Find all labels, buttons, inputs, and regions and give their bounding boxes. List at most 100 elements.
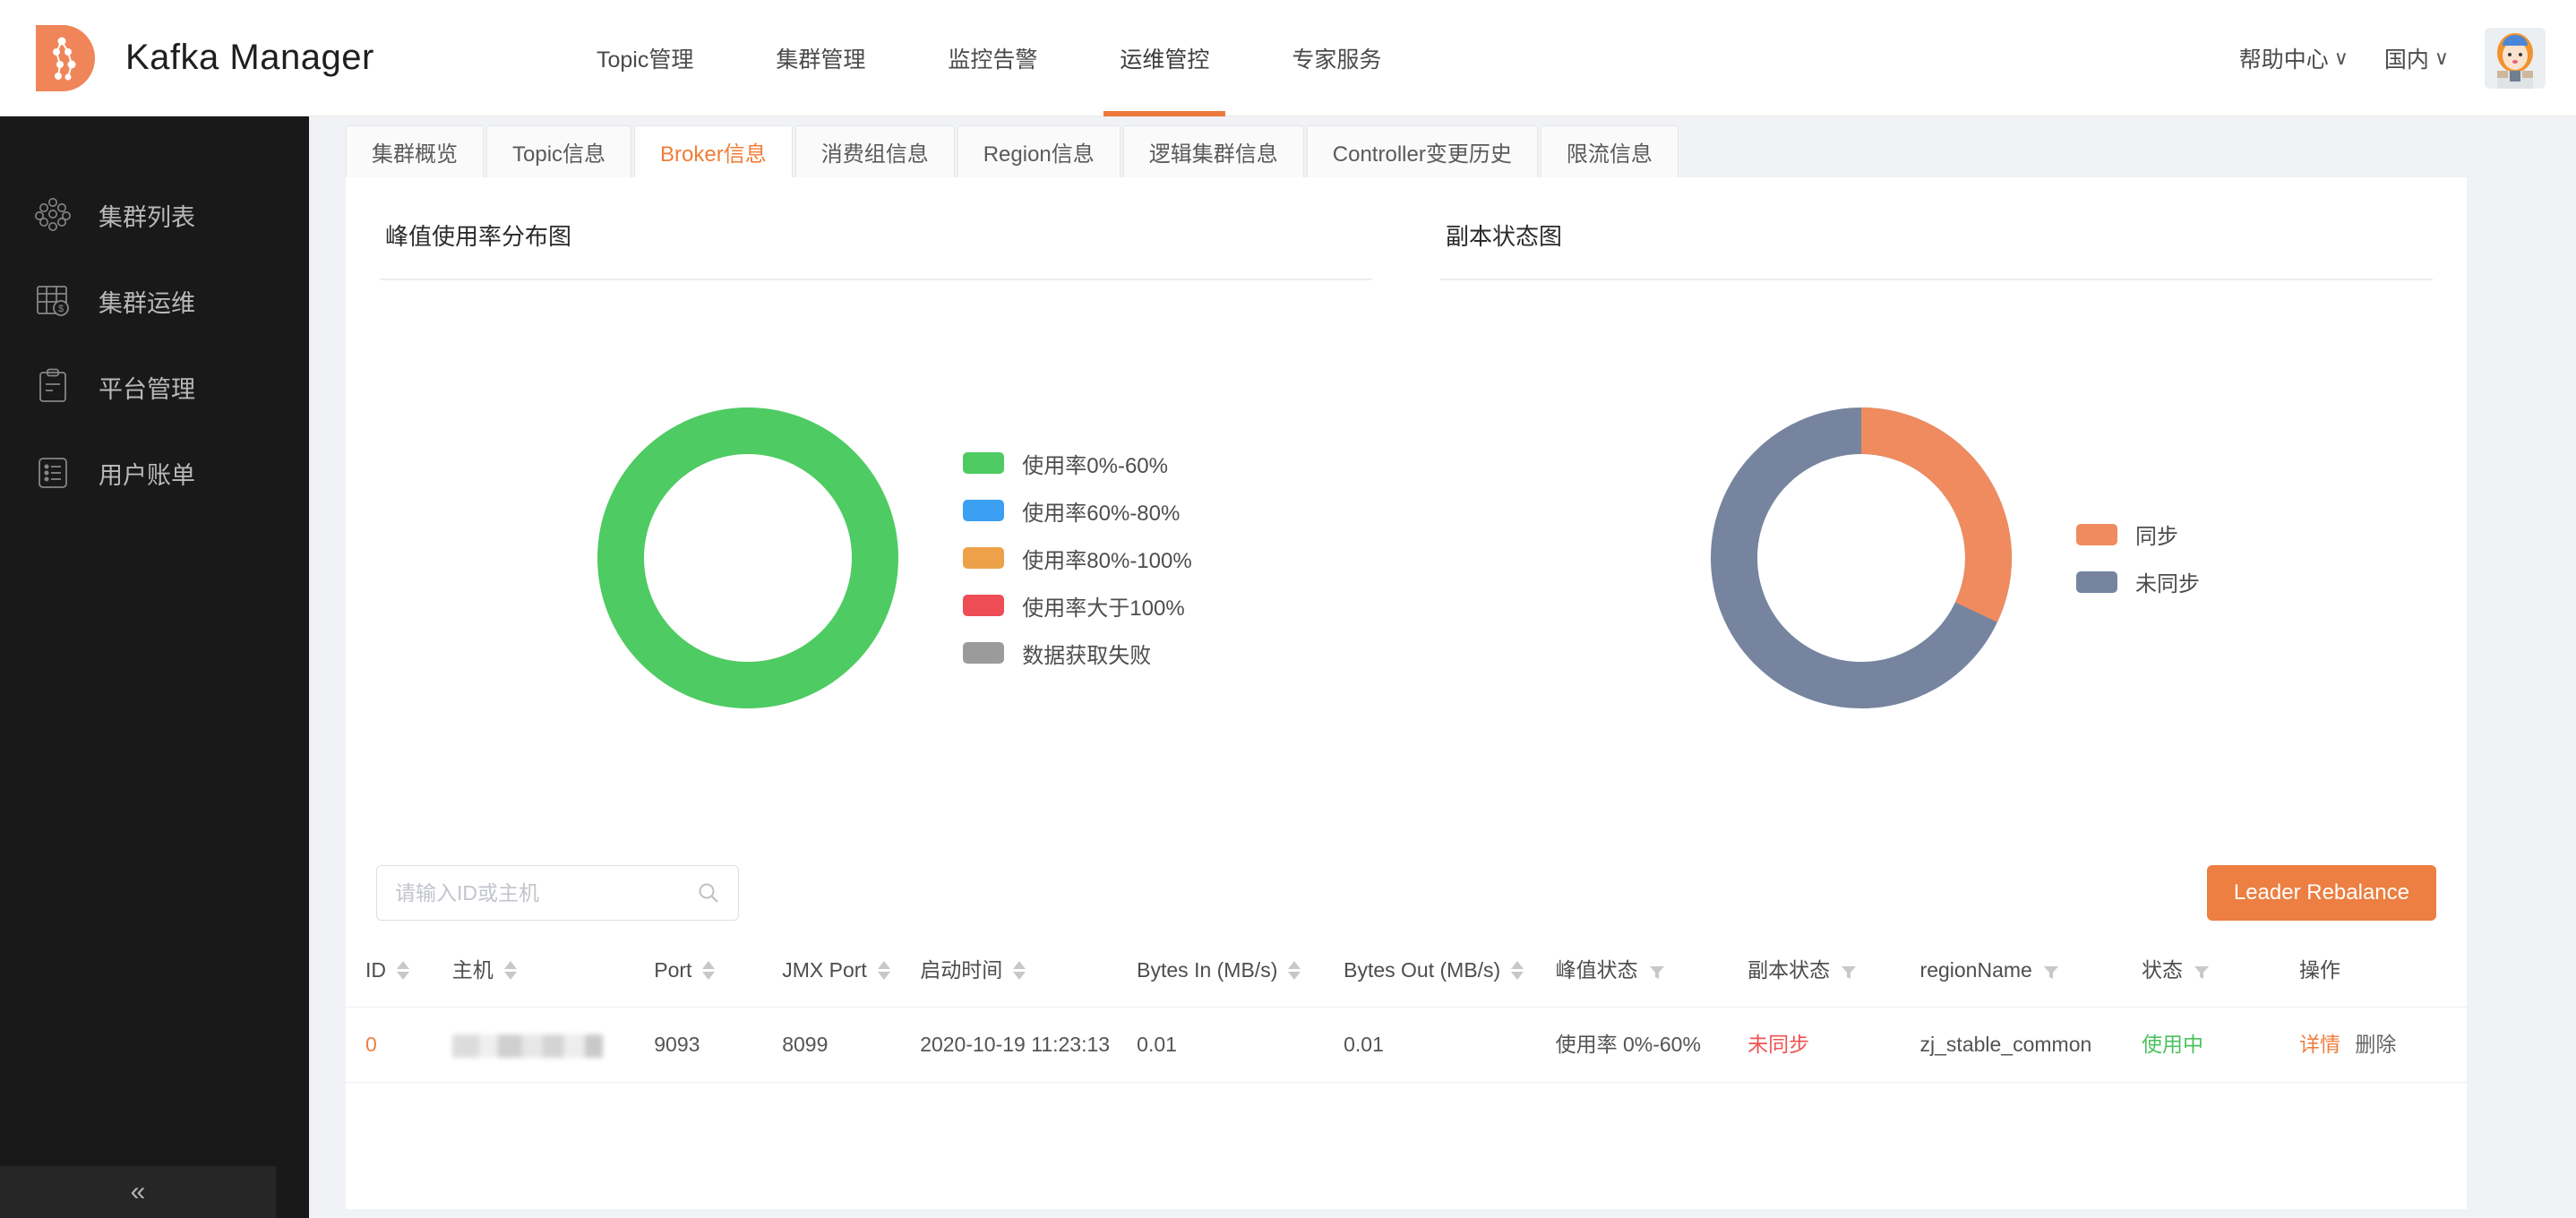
th-label: 启动时间 — [920, 958, 1003, 982]
legend-item[interactable]: 使用率0%-60% — [963, 448, 1191, 479]
search-box[interactable] — [376, 865, 739, 921]
th-status[interactable]: 状态 — [2121, 934, 2280, 1008]
tab-logical-cluster-info[interactable]: 逻辑集群信息 — [1122, 125, 1304, 177]
search-icon[interactable] — [697, 881, 720, 905]
legend-item[interactable]: 同步 — [2076, 519, 2200, 550]
filter-icon[interactable] — [2043, 962, 2059, 980]
kafka-manager-logo-icon — [32, 21, 102, 95]
th-actions: 操作 — [2279, 934, 2467, 1008]
avatar[interactable] — [2485, 27, 2546, 89]
header-right: 帮助中心 ∨ 国内 ∨ — [2239, 27, 2576, 89]
sidebar-item-cluster-list[interactable]: 集群列表 — [0, 172, 309, 258]
replica-status-donut — [1673, 370, 2049, 746]
chevron-double-left-icon: « — [130, 1177, 146, 1206]
broker-id-link[interactable]: 0 — [365, 1032, 377, 1056]
sort-icon[interactable] — [1013, 960, 1026, 980]
collapse-sidebar-button[interactable]: « — [0, 1166, 276, 1218]
th-jmx-port[interactable]: JMX Port — [762, 934, 901, 1008]
tab-throttle-info[interactable]: 限流信息 — [1540, 125, 1679, 177]
legend-item[interactable]: 使用率80%-100% — [963, 543, 1192, 574]
broker-info-panel: 峰值使用率分布图 使用率0%-60% — [346, 177, 2467, 1209]
nav-item-topic[interactable]: Topic管理 — [597, 47, 694, 73]
cell-bytes-in: 0.01 — [1117, 1007, 1325, 1083]
nav-item-cluster[interactable]: 集群管理 — [776, 47, 866, 73]
th-region-name[interactable]: regionName — [1900, 934, 2122, 1008]
th-host[interactable]: 主机 — [432, 934, 635, 1008]
search-input[interactable] — [395, 880, 697, 905]
tab-controller-change-history[interactable]: Controller变更历史 — [1306, 125, 1538, 177]
help-center-label: 帮助中心 — [2238, 47, 2329, 73]
sort-icon[interactable] — [1288, 960, 1301, 980]
cell-actions: 详情 删除 — [2279, 1007, 2467, 1083]
port-value: 9093 — [654, 1032, 700, 1056]
tab-cluster-overview[interactable]: 集群概览 — [346, 125, 484, 177]
th-port[interactable]: Port — [634, 934, 763, 1008]
replica-status-badge: 未同步 — [1747, 1032, 1810, 1056]
redacted-host — [451, 1034, 603, 1058]
sort-icon[interactable] — [1511, 960, 1524, 980]
tab-broker-info[interactable]: Broker信息 — [634, 125, 793, 177]
region-menu[interactable]: 国内 ∨ — [2384, 42, 2449, 74]
legend-label: 使用率80%-100% — [1022, 548, 1192, 573]
th-label: 操作 — [2298, 958, 2340, 982]
filter-icon[interactable] — [1649, 962, 1665, 980]
detail-link[interactable]: 详情 — [2298, 1032, 2340, 1056]
filter-icon[interactable] — [1841, 962, 1857, 980]
cell-port: 9093 — [634, 1007, 763, 1083]
legend-swatch-icon — [963, 500, 1005, 521]
sort-icon[interactable] — [397, 960, 409, 980]
sort-icon[interactable] — [702, 960, 716, 980]
legend-label: 使用率大于100% — [1022, 596, 1185, 621]
th-label: 主机 — [451, 958, 494, 982]
delete-link[interactable]: 删除 — [2355, 1032, 2397, 1056]
user-billing-icon — [32, 452, 73, 493]
peak-usage-legend: 使用率0%-60% 使用率60%-80% 使用率80%-100% 使用 — [963, 448, 1192, 669]
legend-swatch-icon — [963, 547, 1005, 569]
legend-item[interactable]: 数据获取失败 — [963, 638, 1191, 669]
th-start-time[interactable]: 启动时间 — [900, 934, 1118, 1008]
legend-item[interactable]: 使用率大于100% — [963, 590, 1191, 622]
app-header: Kafka Manager Topic管理 集群管理 监控告警 运维管控 专家服… — [0, 0, 2576, 116]
peak-usage-chart: 峰值使用率分布图 使用率0%-60% — [346, 213, 1406, 836]
th-label: Bytes Out (MB/s) — [1344, 958, 1501, 982]
chevron-down-icon: ∨ — [2333, 46, 2348, 69]
th-label: Bytes In (MB/s) — [1137, 958, 1278, 982]
tab-consumer-group-info[interactable]: 消费组信息 — [794, 125, 955, 177]
legend-item[interactable]: 未同步 — [2076, 566, 2200, 597]
filter-icon[interactable] — [2194, 962, 2210, 980]
legend-item[interactable]: 使用率60%-80% — [963, 495, 1191, 527]
chart-title: 峰值使用率分布图 — [385, 223, 572, 250]
sidebar-item-cluster-ops[interactable]: $ 集群运维 — [0, 258, 309, 344]
cell-status: 使用中 — [2121, 1007, 2280, 1083]
tab-topic-info[interactable]: Topic信息 — [486, 125, 632, 177]
cell-peak-status: 使用率 0%-60% — [1535, 1007, 1729, 1083]
nav-item-monitor[interactable]: 监控告警 — [948, 47, 1038, 73]
th-replica-status[interactable]: 副本状态 — [1728, 934, 1901, 1008]
legend-swatch-icon — [963, 642, 1005, 664]
table-row: 0 9093 8099 2020-10-19 11:23:13 — [346, 1007, 2467, 1083]
sidebar: 集群列表 $ 集群运维 平台管理 — [0, 116, 309, 1218]
sidebar-item-user-billing[interactable]: 用户账单 — [0, 430, 309, 516]
peak-usage-donut — [560, 370, 936, 746]
th-bytes-in[interactable]: Bytes In (MB/s) — [1117, 934, 1325, 1008]
th-peak-status[interactable]: 峰值状态 — [1535, 934, 1729, 1008]
help-center-menu[interactable]: 帮助中心 ∨ — [2239, 42, 2348, 74]
row-actions: 详情 删除 — [2280, 1031, 2467, 1059]
leader-rebalance-button[interactable]: Leader Rebalance — [2206, 865, 2436, 921]
tab-region-info[interactable]: Region信息 — [957, 125, 1121, 177]
legend-swatch-icon — [2076, 570, 2117, 593]
divider — [380, 279, 1372, 280]
nav-item-expert[interactable]: 专家服务 — [1292, 47, 1382, 73]
th-bytes-out[interactable]: Bytes Out (MB/s) — [1324, 934, 1536, 1008]
bytes-out-value: 0.01 — [1344, 1032, 1384, 1056]
region-label: 国内 — [2383, 47, 2429, 73]
sidebar-item-platform-admin[interactable]: 平台管理 — [0, 344, 309, 430]
th-label: 状态 — [2141, 958, 2183, 982]
sort-icon[interactable] — [877, 960, 890, 980]
th-id[interactable]: ID — [346, 934, 433, 1008]
sort-icon[interactable] — [503, 960, 517, 980]
th-label: ID — [365, 958, 386, 982]
cell-bytes-out: 0.01 — [1324, 1007, 1536, 1083]
sidebar-item-label: 集群运维 — [99, 289, 195, 317]
nav-item-ops[interactable]: 运维管控 — [1078, 0, 1250, 116]
